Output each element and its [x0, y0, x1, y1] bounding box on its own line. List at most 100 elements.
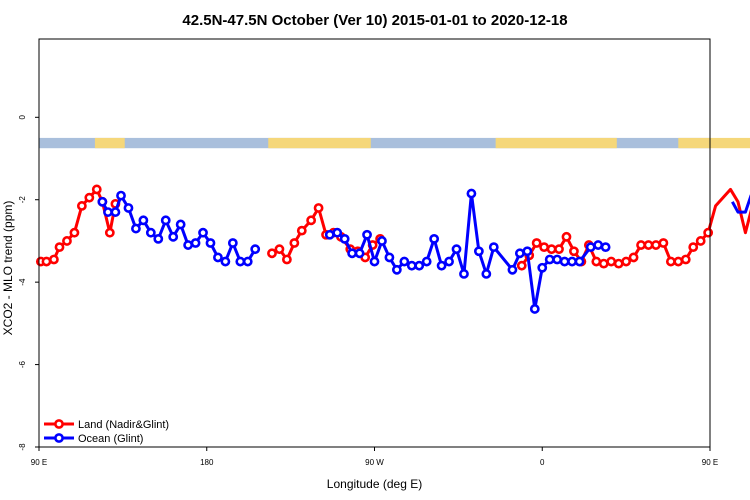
- legend-label-ocean: Ocean (Glint): [78, 433, 143, 445]
- x-tick-label: 0: [540, 458, 545, 467]
- data-point-ocean: [429, 233, 440, 244]
- data-point-land: [546, 244, 557, 255]
- series-layer: [35, 184, 750, 314]
- land-segment: [268, 137, 371, 149]
- data-point-ocean: [339, 233, 350, 244]
- data-point-ocean: [384, 252, 395, 263]
- series-line-ocean: [101, 194, 257, 264]
- data-point-land: [598, 258, 609, 269]
- data-point-ocean: [103, 207, 113, 217]
- data-point-ocean: [451, 244, 462, 255]
- data-point-land: [554, 244, 564, 255]
- data-point-ocean: [444, 256, 454, 267]
- data-point-ocean: [213, 252, 223, 263]
- data-point-ocean: [324, 229, 335, 240]
- legend-marker-land: [54, 419, 64, 429]
- data-point-land: [49, 254, 59, 265]
- data-point-ocean: [567, 256, 577, 267]
- land-segment: [94, 137, 125, 149]
- data-point-land: [306, 215, 317, 226]
- data-point-ocean: [138, 215, 149, 226]
- data-point-land: [313, 203, 324, 213]
- land-segment: [495, 137, 617, 149]
- data-point-ocean: [473, 246, 484, 257]
- data-point-land: [539, 242, 550, 253]
- data-point-ocean: [235, 256, 246, 267]
- y-tick-label: -4: [18, 278, 27, 286]
- data-point-ocean: [153, 233, 164, 244]
- data-point-land: [621, 256, 632, 267]
- data-point-ocean: [544, 254, 555, 265]
- data-point-land: [658, 238, 669, 248]
- data-point-land: [613, 258, 624, 269]
- legend-marker-ocean: [54, 433, 64, 443]
- data-point-land: [680, 254, 691, 265]
- data-point-land: [703, 227, 714, 238]
- data-point-land: [76, 201, 87, 211]
- data-point-ocean: [600, 242, 611, 253]
- data-point-land: [591, 256, 602, 267]
- data-point-ocean: [198, 227, 208, 238]
- y-axis: 0 -2 -4 -6 -8: [18, 115, 39, 451]
- data-point-ocean: [488, 242, 499, 253]
- data-point-ocean: [242, 256, 253, 267]
- data-point-land: [296, 225, 307, 236]
- data-point-ocean: [205, 238, 216, 248]
- data-point-ocean: [466, 188, 477, 199]
- x-tick-label: 90 E: [31, 458, 47, 467]
- data-point-land: [267, 248, 277, 259]
- data-point-ocean: [481, 269, 492, 279]
- data-point-ocean: [250, 244, 261, 255]
- data-point-ocean: [537, 262, 548, 273]
- series-ocean: [97, 188, 750, 314]
- y-tick-label: -6: [18, 360, 27, 368]
- data-point-ocean: [574, 256, 585, 267]
- data-point-land: [643, 240, 654, 250]
- data-point-ocean: [522, 246, 533, 257]
- data-point-ocean: [175, 219, 186, 230]
- land-ocean-band: [39, 137, 750, 149]
- data-point-ocean: [116, 190, 126, 201]
- legend: Land (Nadir&Glint) Ocean (Glint): [44, 419, 169, 445]
- y-axis-title: XCO2 - MLO trend (ppm): [1, 201, 15, 336]
- data-point-land: [69, 227, 80, 238]
- data-point-land: [274, 244, 285, 255]
- data-point-ocean: [110, 207, 121, 217]
- data-point-ocean: [131, 223, 141, 234]
- data-point-land: [91, 184, 102, 195]
- data-point-ocean: [332, 227, 343, 238]
- y-tick-label: 0: [18, 115, 27, 120]
- series-line-ocean: [731, 194, 750, 214]
- data-point-land: [606, 256, 617, 267]
- data-point-ocean: [354, 248, 365, 259]
- data-point-ocean: [585, 242, 596, 253]
- data-point-ocean: [362, 229, 372, 240]
- data-point-land: [651, 240, 661, 250]
- data-point-ocean: [414, 260, 425, 271]
- data-point-ocean: [123, 203, 134, 213]
- data-point-land: [695, 236, 706, 246]
- data-point-ocean: [168, 231, 179, 242]
- x-tick-label: 90 W: [365, 458, 384, 467]
- data-point-land: [561, 231, 572, 242]
- data-point-ocean: [377, 236, 387, 246]
- data-point-land: [636, 240, 646, 250]
- data-point-land: [516, 260, 527, 271]
- data-point-ocean: [421, 256, 432, 267]
- x-axis: 90 E 180 90 W 0 90 E: [31, 447, 718, 467]
- x-axis-title: Longitude (deg E): [327, 477, 422, 491]
- data-point-land: [84, 192, 95, 203]
- data-point-ocean: [227, 238, 238, 248]
- y-tick-label: -2: [18, 196, 27, 204]
- data-point-land: [289, 238, 300, 248]
- data-point-land: [62, 236, 72, 246]
- data-point-land: [531, 238, 542, 248]
- data-point-ocean: [507, 264, 518, 275]
- data-point-ocean: [552, 254, 563, 265]
- ocean-band: [39, 137, 710, 149]
- data-point-land: [41, 256, 52, 267]
- data-point-land: [688, 242, 699, 253]
- series-line-ocean: [329, 192, 607, 311]
- data-point-ocean: [514, 248, 525, 259]
- data-point-ocean: [190, 238, 201, 248]
